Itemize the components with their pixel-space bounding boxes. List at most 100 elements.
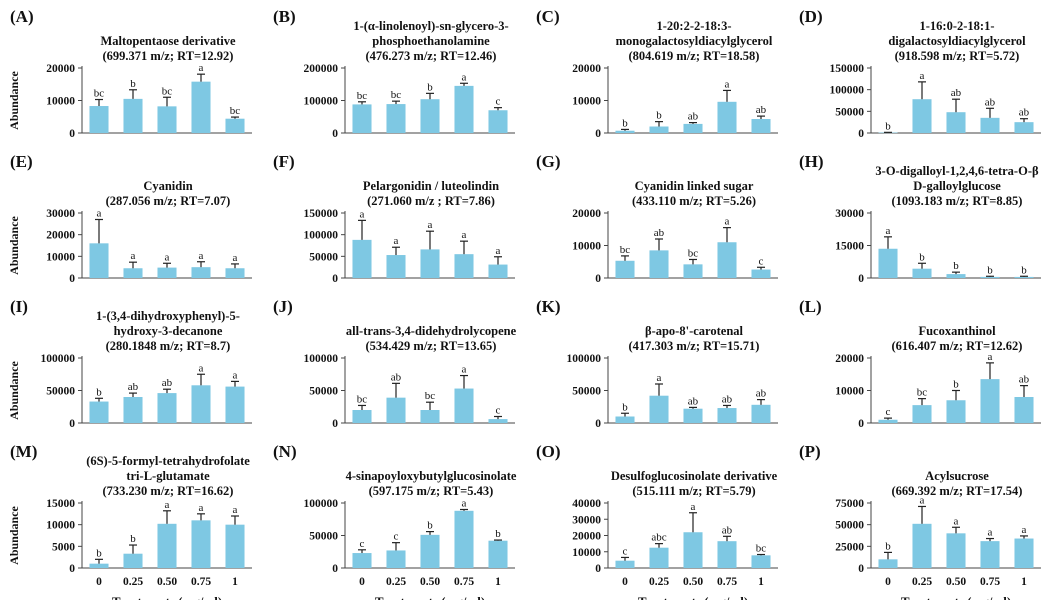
panel-label: (P): [799, 442, 821, 461]
bar: [225, 386, 245, 423]
significance-letter: b: [622, 117, 628, 129]
bar: [878, 419, 898, 423]
y-tick-label: 0: [69, 128, 75, 140]
significance-letter: ab: [128, 381, 139, 393]
bar: [157, 393, 177, 423]
x-tick-label: 0.25: [386, 576, 406, 588]
significance-letter: a: [199, 362, 204, 374]
chart-title-line: (417.303 m/z; RT=15.71): [629, 339, 760, 353]
significance-letter: c: [360, 538, 365, 550]
significance-letter: ab: [951, 87, 962, 99]
y-axis-label: Abundance: [7, 215, 21, 274]
significance-letter: ab: [985, 96, 996, 108]
y-tick-label: 0: [332, 418, 338, 430]
significance-letter: bc: [357, 393, 368, 405]
bar: [751, 555, 771, 568]
chart-title-line: digalactosyldiacylglycerol: [888, 34, 1026, 48]
y-tick-label: 10000: [572, 96, 601, 108]
x-tick-label: 0.75: [980, 576, 1000, 588]
significance-letter: a: [199, 62, 204, 74]
y-axis-label: Abundance: [7, 70, 21, 129]
significance-letter: b: [427, 520, 433, 532]
significance-letter: a: [886, 225, 891, 237]
significance-letter: bc: [917, 387, 928, 399]
y-tick-label: 100000: [567, 353, 602, 365]
bar: [454, 510, 474, 568]
bar: [89, 401, 109, 423]
y-tick-label: 0: [595, 563, 601, 575]
significance-letter: ab: [654, 227, 665, 239]
significance-letter: bc: [620, 244, 631, 256]
significance-letter: ab: [722, 524, 733, 536]
y-tick-label: 100000: [830, 85, 865, 97]
bar: [420, 534, 440, 568]
y-tick-label: 50000: [835, 106, 864, 118]
bar: [649, 126, 669, 133]
chart-panel: (G) Cyanidin linked sugar(433.110 m/z; RT…: [536, 152, 778, 285]
bar: [488, 540, 508, 568]
chart-title-line: monogalactosyldiacylglycerol: [616, 34, 773, 48]
significance-letter: a: [165, 251, 170, 263]
bar: [386, 550, 406, 568]
bar: [980, 276, 1000, 278]
panel-label: (F): [273, 152, 295, 171]
bar: [191, 520, 211, 568]
y-tick-label: 0: [858, 563, 864, 575]
chart-title-line: 1-16:0-2-18:1-: [920, 19, 995, 33]
bar: [225, 118, 245, 133]
significance-letter: bc: [357, 90, 368, 102]
bar: [717, 541, 737, 568]
chart-panel: (B) 1-(α-linolenoyl)-sn-glycero-3-phospho…: [273, 7, 515, 140]
chart-title-line: (433.110 m/z; RT=5.26): [632, 194, 756, 208]
bar: [386, 397, 406, 423]
y-tick-label: 10000: [46, 520, 75, 532]
bar: [683, 408, 703, 423]
bar: [123, 553, 143, 568]
significance-letter: ab: [756, 388, 767, 400]
significance-letter: c: [623, 545, 628, 557]
bar: [191, 81, 211, 133]
bar: [946, 533, 966, 568]
significance-letter: a: [233, 252, 238, 264]
bar: [717, 408, 737, 423]
y-tick-label: 5000: [52, 541, 75, 553]
significance-letter: a: [199, 502, 204, 514]
bar: [488, 264, 508, 278]
significance-letter: a: [691, 501, 696, 513]
y-tick-label: 20000: [572, 208, 601, 220]
panel-label: (G): [536, 152, 561, 171]
bar: [1014, 397, 1034, 423]
significance-letter: ab: [1019, 107, 1030, 119]
bar: [980, 117, 1000, 133]
significance-letter: b: [427, 81, 433, 93]
bar: [352, 239, 372, 278]
significance-letter: a: [165, 499, 170, 511]
significance-letter: bc: [425, 390, 436, 402]
bar: [615, 416, 635, 423]
y-tick-label: 0: [69, 563, 75, 575]
panel-label: (A): [10, 7, 34, 26]
y-tick-label: 0: [595, 273, 601, 285]
bar: [386, 255, 406, 278]
significance-letter: a: [131, 250, 136, 262]
bar: [683, 264, 703, 278]
y-tick-label: 75000: [835, 498, 864, 510]
bar: [946, 400, 966, 423]
panel-label: (B): [273, 7, 296, 26]
significance-letter: b: [885, 120, 891, 132]
significance-letter: b: [953, 379, 959, 391]
y-tick-label: 30000: [835, 208, 864, 220]
significance-letter: a: [428, 219, 433, 231]
y-tick-label: 0: [69, 418, 75, 430]
significance-letter: a: [920, 70, 925, 82]
panel-label: (N): [273, 442, 297, 461]
y-tick-label: 20000: [572, 63, 601, 75]
x-tick-label: 1: [495, 576, 501, 588]
bar: [878, 559, 898, 568]
significance-letter: a: [462, 364, 467, 376]
y-tick-label: 20000: [572, 531, 601, 543]
x-axis-label: Treatments (mg/ml): [112, 594, 222, 600]
chart-panel: (H) 3-O-digalloyl-1,2,4,6-tetra-O-βD-gall…: [799, 152, 1041, 285]
y-tick-label: 50000: [46, 386, 75, 398]
y-tick-label: 10000: [835, 386, 864, 398]
